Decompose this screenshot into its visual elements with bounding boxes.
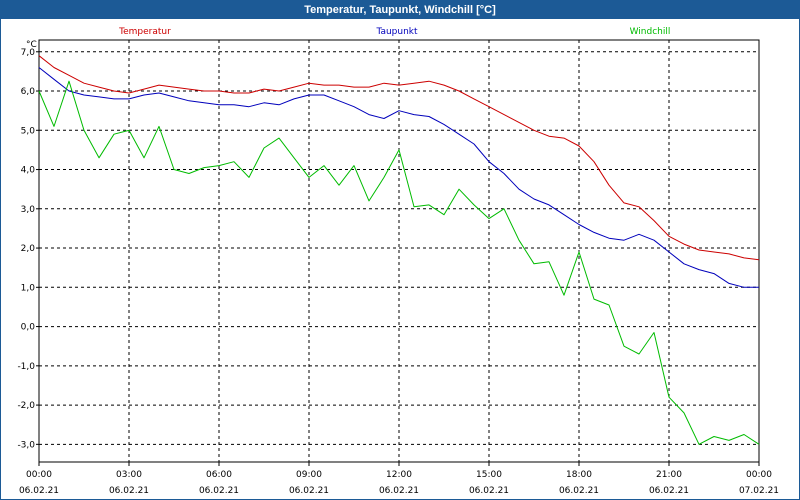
y-tick-label: -2,0 bbox=[17, 401, 35, 411]
legend-entry-temperatur: Temperatur bbox=[118, 27, 171, 37]
x-tick-date-label: 06.02.21 bbox=[199, 486, 239, 496]
x-tick-time-label: 06:00 bbox=[206, 470, 232, 480]
x-tick-time-label: 21:00 bbox=[656, 470, 682, 480]
x-tick-date-label: 06.02.21 bbox=[19, 486, 59, 496]
y-tick-label: 0,0 bbox=[21, 323, 36, 333]
x-axis-ticks: 00:00 06.02.21 03:00 06.02.21 06:00 06.02.21 0… bbox=[19, 462, 779, 496]
y-axis-unit-label: °C bbox=[26, 40, 37, 50]
grid bbox=[39, 40, 759, 462]
y-tick-label: -3,0 bbox=[17, 440, 35, 450]
legend-entry-windchill: Windchill bbox=[630, 27, 671, 37]
x-tick-time-label: 00:00 bbox=[746, 470, 772, 480]
x-tick-date-label: 06.02.21 bbox=[109, 486, 149, 496]
legend-entry-taupunkt: Taupunkt bbox=[375, 27, 418, 37]
y-tick-label: -1,0 bbox=[17, 362, 35, 372]
series-line-temperatur bbox=[39, 56, 759, 260]
x-tick-date-label: 06.02.21 bbox=[289, 486, 329, 496]
x-tick-time-label: 15:00 bbox=[476, 470, 502, 480]
line-chart: 7,06,05,04,03,02,01,00,0-1,0-2,0-3,0 00:… bbox=[0, 0, 800, 500]
x-tick-time-label: 09:00 bbox=[296, 470, 322, 480]
y-axis-ticks: 7,06,05,04,03,02,01,00,0-1,0-2,0-3,0 bbox=[17, 48, 39, 451]
x-tick-time-label: 18:00 bbox=[566, 470, 592, 480]
x-tick-date-label: 06.02.21 bbox=[469, 486, 509, 496]
x-tick-date-label: 06.02.21 bbox=[559, 486, 599, 496]
y-tick-label: 2,0 bbox=[21, 244, 36, 254]
y-tick-label: 5,0 bbox=[21, 126, 36, 136]
x-tick-time-label: 03:00 bbox=[116, 470, 142, 480]
y-tick-label: 4,0 bbox=[21, 166, 36, 176]
y-tick-label: 6,0 bbox=[21, 87, 36, 97]
x-tick-date-label: 07.02.21 bbox=[739, 486, 779, 496]
x-tick-date-label: 06.02.21 bbox=[649, 486, 689, 496]
y-tick-label: 1,0 bbox=[21, 283, 36, 293]
x-tick-date-label: 06.02.21 bbox=[379, 486, 419, 496]
legend: Temperatur Taupunkt Windchill bbox=[118, 27, 670, 37]
x-tick-time-label: 12:00 bbox=[386, 470, 412, 480]
y-tick-label: 3,0 bbox=[21, 205, 36, 215]
x-tick-time-label: 00:00 bbox=[26, 470, 52, 480]
